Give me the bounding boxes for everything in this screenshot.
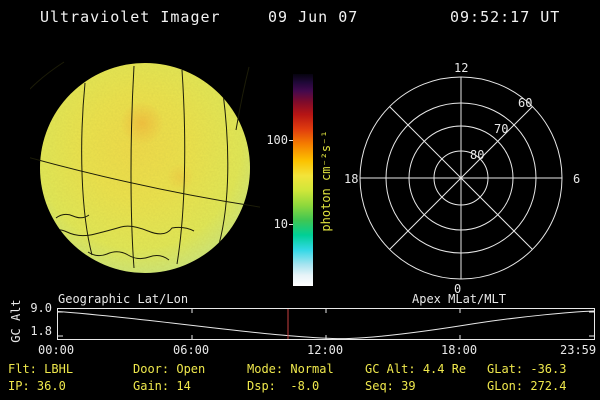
status-gain: Gain: 14	[133, 379, 191, 393]
polar-ring-label-70: 70	[494, 122, 508, 136]
status-glon: GLon: 272.4	[487, 379, 566, 393]
polar-ring-label-60: 60	[518, 96, 532, 110]
coastline-lines	[41, 213, 195, 261]
status-gain-value: 14	[176, 379, 191, 393]
gc-alt-curve	[57, 310, 595, 340]
colorbar-tick-label-10: 10	[273, 217, 288, 231]
status-dsp: Dsp: -8.0	[247, 379, 319, 393]
status-mode-value: Normal	[290, 362, 334, 376]
page-title: Ultraviolet Imager	[40, 8, 221, 26]
status-gc-alt: GC Alt: 4.4 Re	[365, 362, 466, 376]
status-gain-label: Gain:	[133, 379, 170, 393]
bright-spot	[166, 163, 194, 191]
timeline-ytick-1.8: 1.8	[30, 324, 52, 338]
timeline-ytick-9: 9.0	[30, 301, 52, 315]
status-door-value: Open	[176, 362, 206, 376]
bright-spot	[120, 101, 164, 145]
status-gc-alt-label: GC Alt:	[365, 362, 416, 376]
status-dsp-value: -8.0	[290, 379, 320, 393]
polar-grid	[359, 76, 563, 280]
xtick-0600: 06:00	[173, 343, 210, 357]
polar-label-12: 12	[454, 61, 468, 75]
header-date: 09 Jun 07	[268, 8, 359, 26]
timeline-axis-ticks	[57, 308, 595, 340]
status-flt: Flt: LBHL	[8, 362, 73, 376]
colorbar-tick-100	[289, 140, 293, 141]
status-glat-value: -36.3	[530, 362, 567, 376]
xtick-1200: 12:00	[307, 343, 344, 357]
header-time: 09:52:17 UT	[450, 8, 561, 26]
xtick-2359: 23:59	[560, 343, 597, 357]
xtick-1800: 18:00	[441, 343, 478, 357]
status-gc-alt-value: 4.4 Re	[422, 362, 467, 376]
geo-meridian-lines	[81, 65, 229, 269]
caption-apex-mlat-mlt: Apex MLat/MLT	[412, 292, 506, 306]
polar-label-18: 18	[344, 172, 358, 186]
grid-lines-outside-disk	[30, 61, 260, 208]
status-flt-value: LBHL	[44, 362, 74, 376]
colorbar-tick-10	[289, 224, 293, 225]
status-mode: Mode: Normal	[247, 362, 334, 376]
apex-mlat-mlt-polar-plot: 12 18 6 0 60 70 80	[344, 61, 580, 296]
status-door: Door: Open	[133, 362, 205, 376]
caption-geographic-latlon: Geographic Lat/Lon	[58, 292, 189, 306]
status-glon-label: GLon:	[487, 379, 524, 393]
status-glon-value: 272.4	[530, 379, 567, 393]
status-seq: Seq: 39	[365, 379, 416, 393]
gc-alt-timeline-plot	[57, 308, 595, 340]
uv-earth-disk-image	[30, 61, 260, 273]
intensity-colorbar	[293, 74, 313, 286]
timeline-axes-box	[57, 308, 595, 340]
status-glat: GLat: -36.3	[487, 362, 566, 376]
status-ip-value: 36.0	[36, 379, 66, 393]
status-seq-label: Seq:	[365, 379, 394, 393]
timeline-y-axis-label: GC Alt	[9, 299, 23, 343]
status-flt-label: Flt:	[8, 362, 37, 376]
xtick-0000: 00:00	[38, 343, 75, 357]
status-ip: IP: 36.0	[8, 379, 66, 393]
status-ip-label: IP:	[8, 379, 30, 393]
status-dsp-label: Dsp:	[247, 379, 276, 393]
disk-noise-texture	[40, 63, 250, 273]
status-door-label: Door:	[133, 362, 170, 376]
status-mode-label: Mode:	[247, 362, 284, 376]
colorbar-tick-label-100: 100	[266, 133, 288, 147]
status-glat-label: GLat:	[487, 362, 524, 376]
status-seq-value: 39	[401, 379, 416, 393]
polar-label-6: 6	[573, 172, 580, 186]
colorbar-units-label: photon cm⁻²s⁻¹	[319, 130, 333, 232]
polar-label-0: 0	[454, 282, 461, 296]
polar-ring-label-80: 80	[470, 148, 484, 162]
